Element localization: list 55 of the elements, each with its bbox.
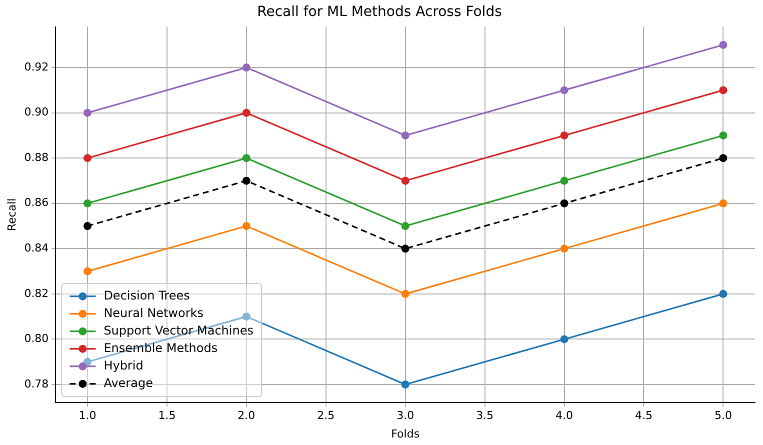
y-tick-label: 0.84 <box>24 242 49 255</box>
legend-label: Average <box>104 376 153 390</box>
point <box>719 154 728 162</box>
point <box>83 154 92 162</box>
legend-label: Decision Trees <box>104 288 190 302</box>
x-tick-label: 1.5 <box>158 409 176 422</box>
point <box>719 86 728 94</box>
point <box>401 131 410 140</box>
point <box>83 108 92 117</box>
x-tick-label: 4.5 <box>634 409 652 422</box>
y-tick-label: 0.86 <box>24 196 49 210</box>
point <box>719 199 728 208</box>
point <box>242 64 250 72</box>
y-tick-label: 0.92 <box>24 60 49 74</box>
point <box>560 199 568 208</box>
y-tick-label: 0.80 <box>24 332 49 346</box>
point <box>560 131 568 140</box>
point <box>401 244 410 253</box>
point <box>719 290 728 298</box>
y-tick-label: 0.78 <box>24 377 49 390</box>
point <box>560 244 568 253</box>
point <box>83 267 92 276</box>
point <box>719 40 728 49</box>
point <box>242 312 250 321</box>
point <box>401 176 410 185</box>
point <box>242 154 250 162</box>
point <box>401 290 410 298</box>
legend-label: Neural Networks <box>104 306 204 320</box>
x-tick-label: 2.5 <box>317 409 335 422</box>
legend-label: Support Vector Machines <box>104 323 254 338</box>
x-tick-label: 5.0 <box>714 409 732 422</box>
point <box>560 335 568 344</box>
x-tick-label: 3.5 <box>476 409 494 422</box>
point <box>560 86 568 94</box>
point <box>401 222 410 230</box>
x-axis-title: Folds <box>391 427 420 440</box>
point <box>401 380 410 388</box>
point <box>83 222 92 230</box>
x-tick-label: 4.0 <box>556 409 574 422</box>
x-tick-label: 1.0 <box>78 409 96 422</box>
y-axis-title: Recall <box>5 198 18 232</box>
legend-label: Hybrid <box>104 358 144 372</box>
y-tick-label: 0.90 <box>24 106 49 119</box>
point <box>242 222 250 230</box>
x-tick-label: 3.0 <box>396 409 414 422</box>
point <box>242 176 250 185</box>
y-tick-label: 0.82 <box>24 286 49 300</box>
y-tick-label: 0.88 <box>24 150 49 164</box>
point <box>83 199 92 208</box>
chart-title: Recall for ML Methods Across Folds <box>257 4 502 20</box>
point <box>242 108 250 117</box>
point <box>719 131 728 140</box>
legend-label: Ensemble Methods <box>104 340 218 355</box>
x-tick-label: 2.0 <box>238 409 256 422</box>
point <box>560 176 568 185</box>
